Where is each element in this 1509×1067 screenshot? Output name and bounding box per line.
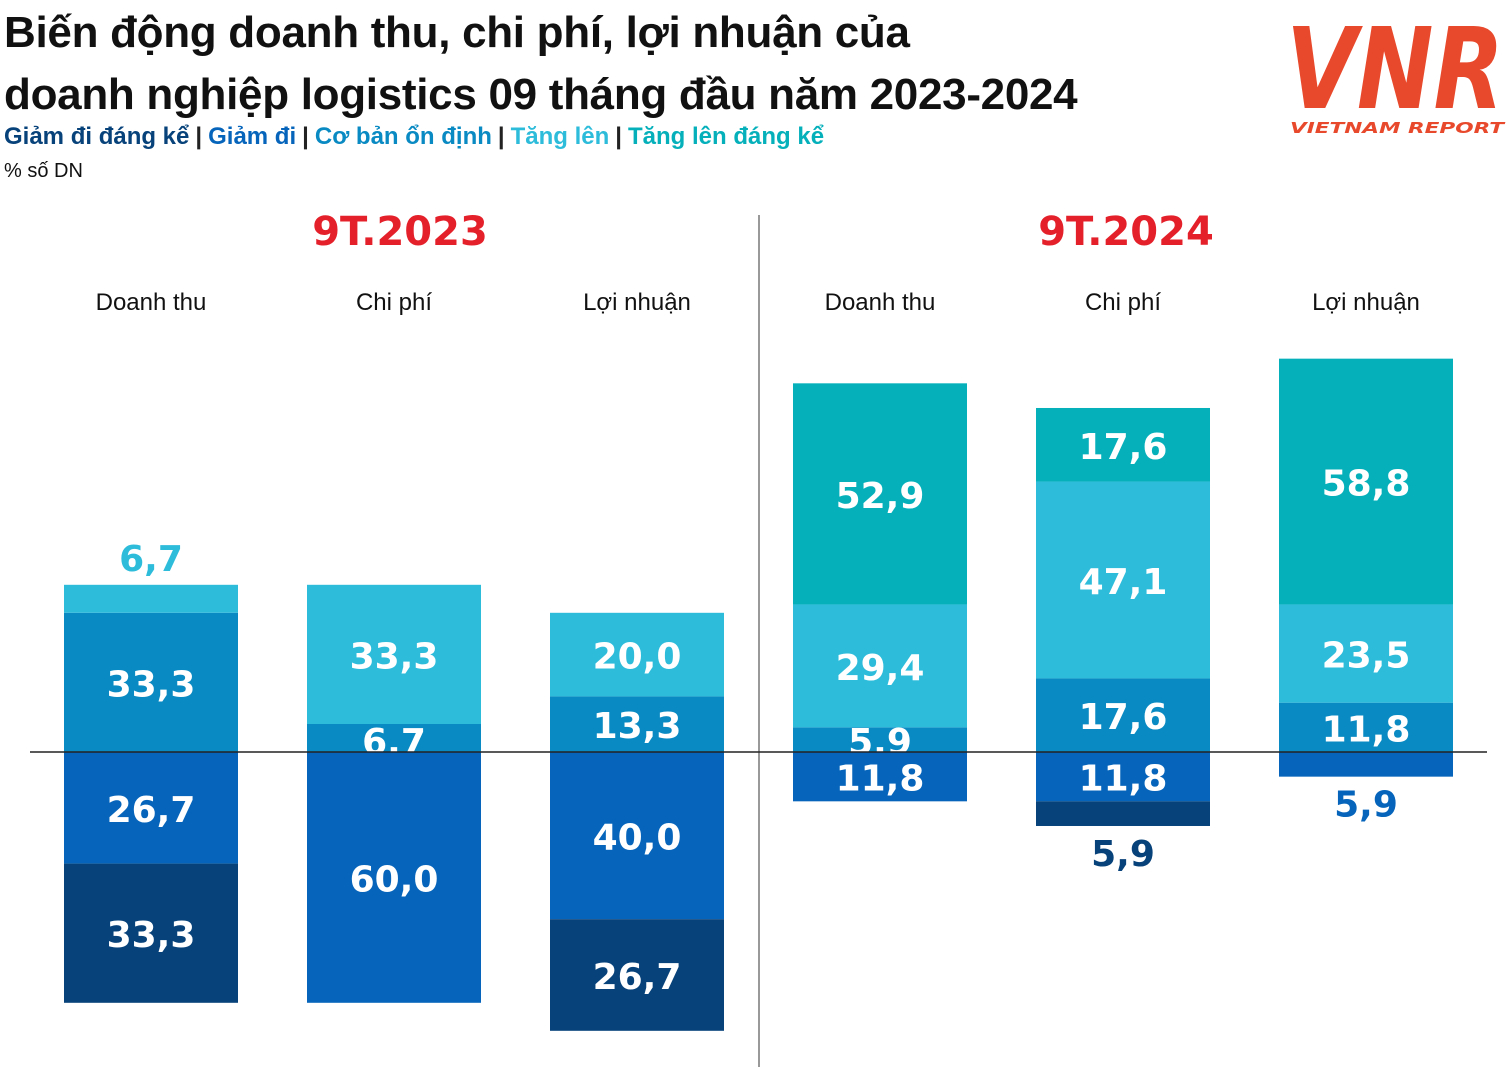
group-label: Doanh thu (96, 289, 207, 316)
data-label: 23,5 (1322, 636, 1411, 677)
data-label: 11,8 (836, 759, 925, 800)
data-label: 33,3 (107, 915, 196, 956)
bar-segment-on_dinh (1279, 702, 1453, 752)
data-label: 60,0 (350, 859, 439, 900)
group-label: Lợi nhuận (583, 289, 691, 316)
data-label: 6,7 (119, 539, 183, 580)
bar-segment-tang_dang_ke (1279, 358, 1453, 605)
bar-segment-on_dinh (550, 696, 724, 752)
bar-segment-giam (64, 752, 238, 864)
bar-segment-on_dinh (1036, 678, 1210, 752)
bar-segment-tang (64, 584, 238, 613)
bar-segment-tang_dang_ke (1036, 407, 1210, 482)
bar-segment-on_dinh (64, 612, 238, 752)
bar-segment-tang (1279, 604, 1453, 703)
legend-tang-dang-ke: Tăng lên đáng kể (628, 123, 825, 150)
bar-segment-tang (1036, 481, 1210, 679)
group-label: Doanh thu (825, 289, 936, 316)
bar-segment-on_dinh (307, 723, 481, 752)
data-label: 47,1 (1079, 562, 1168, 603)
data-label: 26,7 (593, 957, 682, 998)
legend-separator: | (302, 123, 309, 150)
legend-giam: Giảm đi (208, 123, 297, 150)
bar-segment-tang (793, 604, 967, 728)
chart-title: Biến động doanh thu, chi phí, lợi nhuận … (4, 2, 1078, 126)
bar-segment-giam (1036, 752, 1210, 802)
logo-mark: VNR (1286, 5, 1504, 135)
data-label: 52,9 (836, 476, 925, 517)
bar-segment-giam (793, 752, 967, 802)
period-title: 9T.2023 (312, 209, 488, 255)
bar-segment-tang_dang_ke (793, 383, 967, 605)
group-label: Chi phí (356, 289, 432, 316)
data-label: 20,0 (593, 637, 682, 678)
title-line-2: doanh nghiệp logistics 09 tháng đầu năm … (4, 70, 1078, 119)
bar-segment-on_dinh (793, 727, 967, 752)
data-label: 40,0 (593, 818, 682, 859)
group-label: Chi phí (1085, 289, 1161, 316)
legend-separator: | (615, 123, 623, 150)
legend-giam-dang-ke: Giảm đi đáng kể (4, 123, 190, 150)
data-label: 17,6 (1079, 697, 1168, 738)
bar-segment-giam_dang_ke (550, 919, 724, 1031)
data-label: 13,3 (593, 706, 682, 747)
legend: Giảm đi đáng kể | Giảm đi | Cơ bản ổn định | T… (4, 122, 824, 152)
title-line-1: Biến động doanh thu, chi phí, lợi nhuận … (4, 8, 910, 57)
legend-separator: | (195, 123, 203, 150)
data-label: 33,3 (107, 664, 196, 705)
period-title: 9T.2024 (1038, 209, 1214, 255)
data-label: 58,8 (1322, 464, 1411, 505)
data-label: 29,4 (836, 648, 925, 689)
logo-subtitle: VIETNAM REPORT (1290, 119, 1507, 137)
group-label: Lợi nhuận (1312, 289, 1420, 316)
data-label: 11,8 (1322, 709, 1411, 750)
data-label: 5,9 (1334, 785, 1398, 826)
bar-segment-giam (1279, 752, 1453, 777)
legend-tang: Tăng lên (510, 123, 610, 150)
bar-segment-tang (307, 584, 481, 724)
bar-segment-giam (550, 752, 724, 920)
data-label: 5,9 (1091, 834, 1155, 875)
unit-label: % số DN (4, 160, 83, 182)
bar-segment-giam_dang_ke (64, 863, 238, 1003)
vnr-logo: VNR VIETNAM REPORT (1286, 5, 1507, 137)
legend-on-dinh: Cơ bản ổn định (314, 123, 492, 150)
data-label: 33,3 (350, 636, 439, 677)
data-label: 26,7 (107, 790, 196, 831)
data-label: 17,6 (1079, 427, 1168, 468)
bar-segment-giam (307, 752, 481, 1003)
data-label: 11,8 (1079, 759, 1168, 800)
bar-segment-giam_dang_ke (1036, 801, 1210, 826)
legend-separator: | (497, 123, 505, 150)
bar-segment-tang (550, 612, 724, 697)
